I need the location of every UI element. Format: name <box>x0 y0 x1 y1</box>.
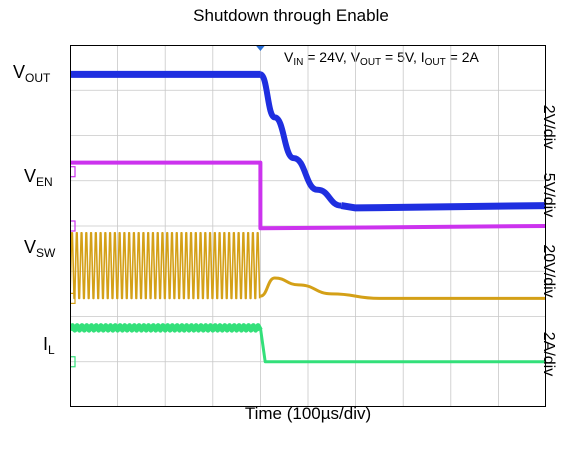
trace-il-ripple <box>70 326 260 331</box>
channel-label-ven: VEN <box>24 166 53 189</box>
trace-vout-decay <box>260 74 341 205</box>
channel-label-vsw: VSW <box>24 237 55 260</box>
channel-label-il: IL <box>43 334 55 357</box>
chart-title: Shutdown through Enable <box>0 6 582 26</box>
scale-label-ven: 5V/div <box>539 155 557 235</box>
scope-plot <box>70 45 546 407</box>
scale-label-vsw: 20V/div <box>539 231 557 311</box>
trace-vout-settled <box>341 206 546 208</box>
x-axis-label: Time (100µs/div) <box>70 404 546 424</box>
channel-label-vout: VOUT <box>13 62 50 85</box>
scale-label-il: 2A/div <box>539 314 557 394</box>
